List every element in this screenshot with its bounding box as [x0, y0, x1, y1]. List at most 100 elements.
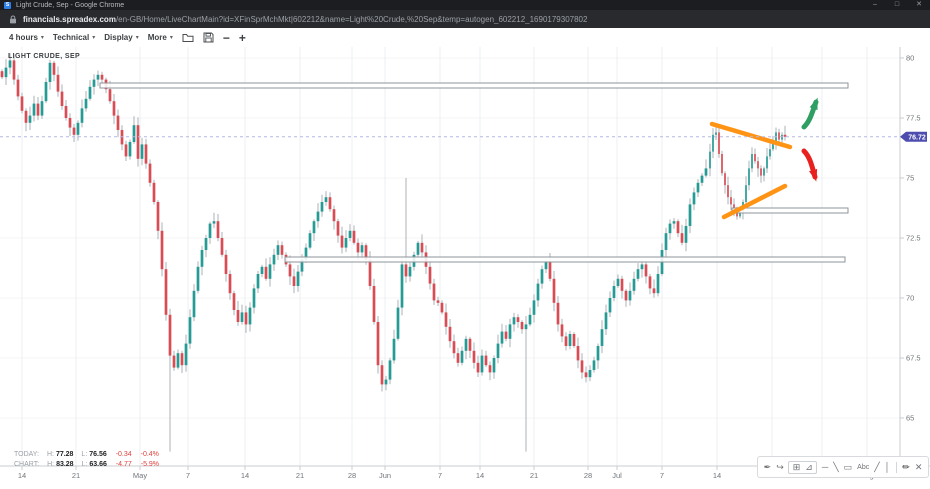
pencil-icon[interactable]: ✏ [902, 461, 910, 472]
chart-high-label: H: [47, 461, 55, 468]
candlestick [640, 264, 644, 270]
price-tick-label: 67.5 [906, 354, 921, 363]
candlestick [172, 355, 176, 368]
rectangle-icon[interactable]: ▭ [843, 461, 853, 472]
candlestick [552, 278, 556, 303]
candlestick [84, 98, 88, 109]
minimize-button[interactable]: – [873, 1, 877, 8]
candlestick [180, 353, 184, 366]
save-icon[interactable] [203, 32, 214, 43]
time-tick-label: 28 [584, 471, 592, 480]
candlestick [256, 274, 260, 289]
chart-low-label: L: [81, 461, 88, 468]
grid-icon[interactable]: ⊞ [792, 461, 801, 472]
candlestick [748, 168, 750, 186]
candlestick [652, 288, 656, 294]
candlestick [292, 276, 296, 286]
candlestick [676, 221, 680, 234]
candlestick [212, 221, 216, 224]
candlestick [444, 312, 448, 327]
close-button[interactable]: ✕ [916, 1, 922, 8]
bullish-arrow[interactable] [801, 97, 819, 130]
candlestick [556, 302, 560, 325]
candlestick [4, 67, 8, 78]
candlestick [80, 108, 84, 123]
candlestick [778, 132, 780, 140]
text-icon[interactable]: Abc [857, 463, 870, 471]
url-text[interactable]: financials.spreadex.com/en-GB/Home/LiveC… [23, 15, 587, 24]
zoom-out-button[interactable]: − [222, 30, 230, 45]
today-low-value: 76.56 [89, 451, 107, 458]
bearish-arrow[interactable] [801, 148, 818, 182]
candlestick [688, 204, 692, 226]
candlestick [44, 82, 48, 102]
delete-icon[interactable]: ✕ [914, 461, 923, 472]
maximize-button[interactable]: □ [894, 1, 900, 8]
price-tick-label: 77.5 [906, 114, 921, 123]
candlestick [72, 127, 76, 135]
current-price-value: 76.72 [908, 134, 926, 141]
candlestick [692, 192, 696, 205]
price-channel-box[interactable] [99, 82, 849, 89]
candlestick [620, 278, 624, 291]
candlestick [108, 89, 112, 102]
candlestick [456, 353, 460, 363]
candlestick [20, 96, 24, 111]
chart-canvas[interactable]: 80 77.5 75 72.5 70 67.5 65 14 21 May 7 14 21 28 Jun 7 14… [0, 47, 930, 489]
session-stats: TODAY: H: 77.28 L: 76.56 -0.34 -0.4% CHA… [14, 450, 159, 470]
vertical-line-icon[interactable]: │ [884, 461, 891, 472]
time-tick-label: 14 [18, 471, 26, 480]
candlestick [700, 175, 704, 183]
candlestick [316, 211, 320, 222]
candlestick [272, 254, 276, 265]
display-menu[interactable]: Display ▾ [104, 33, 138, 42]
candlestick [96, 74, 100, 80]
pen-nib-icon[interactable]: ✒ [763, 461, 772, 472]
candlestick [16, 79, 20, 97]
candlestick [372, 286, 376, 322]
trend-line[interactable] [709, 121, 793, 150]
candlestick [484, 355, 488, 366]
price-axis[interactable]: 80 77.5 75 72.5 70 67.5 65 [900, 54, 921, 423]
price-tick-label: 70 [906, 294, 914, 303]
trend-line-icon[interactable]: ╲ [833, 461, 839, 472]
candlestick [757, 161, 759, 169]
timeframe-menu[interactable]: 4 hours ▾ [9, 33, 44, 42]
candlestick [60, 91, 64, 106]
trend-line[interactable] [721, 183, 788, 220]
more-menu[interactable]: More ▾ [148, 33, 173, 42]
address-bar[interactable]: financials.spreadex.com/en-GB/Home/LiveC… [0, 10, 930, 28]
candlestick [208, 223, 212, 238]
candlesticks [0, 53, 787, 452]
candlestick [480, 355, 484, 373]
candlestick [344, 238, 348, 248]
candlestick [783, 134, 787, 137]
candlestick [396, 307, 400, 339]
candlestick [352, 230, 356, 243]
price-channel-box[interactable] [731, 207, 849, 214]
today-high-value: 77.28 [55, 451, 74, 458]
ray-icon[interactable]: ╱ [874, 461, 880, 472]
candlestick [268, 264, 272, 279]
candlestick [204, 238, 208, 250]
time-tick-label: Jul [612, 471, 622, 480]
candlestick [464, 338, 468, 351]
technical-menu[interactable]: Technical ▾ [53, 33, 95, 42]
timeframe-menu-label: 4 hours [9, 33, 38, 42]
candlestick [264, 266, 268, 279]
time-tick-label: Jun [379, 471, 391, 480]
candlestick [140, 144, 144, 159]
candlestick [276, 245, 280, 255]
chart-toolbar: 4 hours ▾ Technical ▾ Display ▾ More ▾ −… [0, 28, 930, 48]
redo-arrow-icon[interactable]: ↪ [776, 461, 784, 472]
indicator-icon[interactable]: ⊿ [805, 461, 813, 472]
candlestick [40, 101, 44, 116]
zoom-in-button[interactable]: + [238, 30, 246, 45]
candlestick [520, 322, 524, 330]
horizontal-line-icon[interactable]: ─ [821, 461, 829, 472]
candlestick [360, 245, 364, 253]
price-channel-box[interactable] [284, 256, 846, 263]
open-folder-icon[interactable] [182, 32, 194, 43]
candlestick [472, 350, 476, 363]
candlestick [500, 331, 504, 344]
